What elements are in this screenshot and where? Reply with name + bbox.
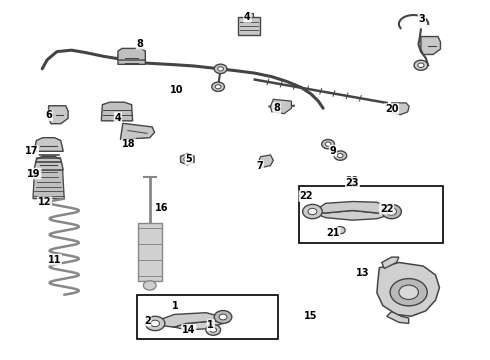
Text: 22: 22 <box>299 191 313 201</box>
Text: 4: 4 <box>115 113 122 123</box>
Text: 13: 13 <box>356 268 369 278</box>
Text: 12: 12 <box>38 197 51 207</box>
Circle shape <box>335 226 345 234</box>
Circle shape <box>325 142 331 146</box>
Circle shape <box>390 279 427 306</box>
Text: 5: 5 <box>185 154 192 164</box>
Text: 4: 4 <box>244 12 251 22</box>
Bar <box>299 186 443 243</box>
Circle shape <box>210 328 217 332</box>
Circle shape <box>418 63 424 68</box>
Circle shape <box>212 82 224 91</box>
Circle shape <box>184 157 191 162</box>
Text: 23: 23 <box>346 177 359 188</box>
Text: 15: 15 <box>304 311 318 320</box>
Polygon shape <box>387 312 409 323</box>
Circle shape <box>308 208 317 215</box>
Circle shape <box>384 206 399 217</box>
Text: 1: 1 <box>172 301 179 311</box>
Text: 6: 6 <box>45 111 52 121</box>
Polygon shape <box>257 155 273 167</box>
Circle shape <box>387 208 396 215</box>
Circle shape <box>322 139 334 149</box>
Circle shape <box>206 324 220 335</box>
Text: 1: 1 <box>207 320 214 330</box>
Text: 3: 3 <box>418 14 425 24</box>
Polygon shape <box>118 48 146 60</box>
Circle shape <box>214 311 232 323</box>
Text: 20: 20 <box>385 104 398 114</box>
Circle shape <box>215 311 231 323</box>
Text: 9: 9 <box>330 145 336 156</box>
Polygon shape <box>155 320 223 330</box>
Circle shape <box>338 153 343 158</box>
Text: 8: 8 <box>273 103 280 113</box>
Text: 23: 23 <box>346 176 359 186</box>
Circle shape <box>303 204 322 219</box>
Polygon shape <box>34 156 63 170</box>
Circle shape <box>220 314 226 320</box>
Polygon shape <box>392 103 409 115</box>
Circle shape <box>334 151 346 160</box>
Circle shape <box>388 209 395 214</box>
Text: 2: 2 <box>144 316 150 325</box>
Polygon shape <box>313 202 392 214</box>
Text: 7: 7 <box>256 161 263 171</box>
Text: 11: 11 <box>48 255 61 265</box>
Circle shape <box>151 320 159 327</box>
Circle shape <box>399 285 418 300</box>
Text: 19: 19 <box>27 168 41 179</box>
Circle shape <box>414 60 428 70</box>
Text: 10: 10 <box>170 85 183 95</box>
Circle shape <box>214 64 227 73</box>
Bar <box>245 13 253 17</box>
Polygon shape <box>421 37 441 54</box>
Text: 16: 16 <box>155 203 169 213</box>
Text: 14: 14 <box>182 325 196 335</box>
Polygon shape <box>181 153 194 165</box>
Polygon shape <box>155 313 223 327</box>
Polygon shape <box>34 138 63 151</box>
Polygon shape <box>382 257 399 269</box>
Polygon shape <box>313 210 392 220</box>
Text: 18: 18 <box>122 139 136 149</box>
Bar <box>137 296 278 338</box>
Circle shape <box>144 281 156 290</box>
Circle shape <box>382 204 401 219</box>
Bar <box>238 17 260 35</box>
Circle shape <box>146 316 165 330</box>
Polygon shape <box>121 123 155 139</box>
Text: 22: 22 <box>380 204 393 214</box>
Polygon shape <box>118 53 146 64</box>
Circle shape <box>215 85 221 89</box>
Polygon shape <box>49 106 68 124</box>
Text: 17: 17 <box>24 146 38 156</box>
Polygon shape <box>377 262 440 316</box>
Text: 8: 8 <box>137 39 144 49</box>
Circle shape <box>218 67 223 71</box>
Polygon shape <box>33 170 64 199</box>
Polygon shape <box>101 102 133 121</box>
Polygon shape <box>138 223 162 281</box>
Text: 21: 21 <box>326 228 340 238</box>
Polygon shape <box>270 99 292 114</box>
Circle shape <box>219 314 227 320</box>
